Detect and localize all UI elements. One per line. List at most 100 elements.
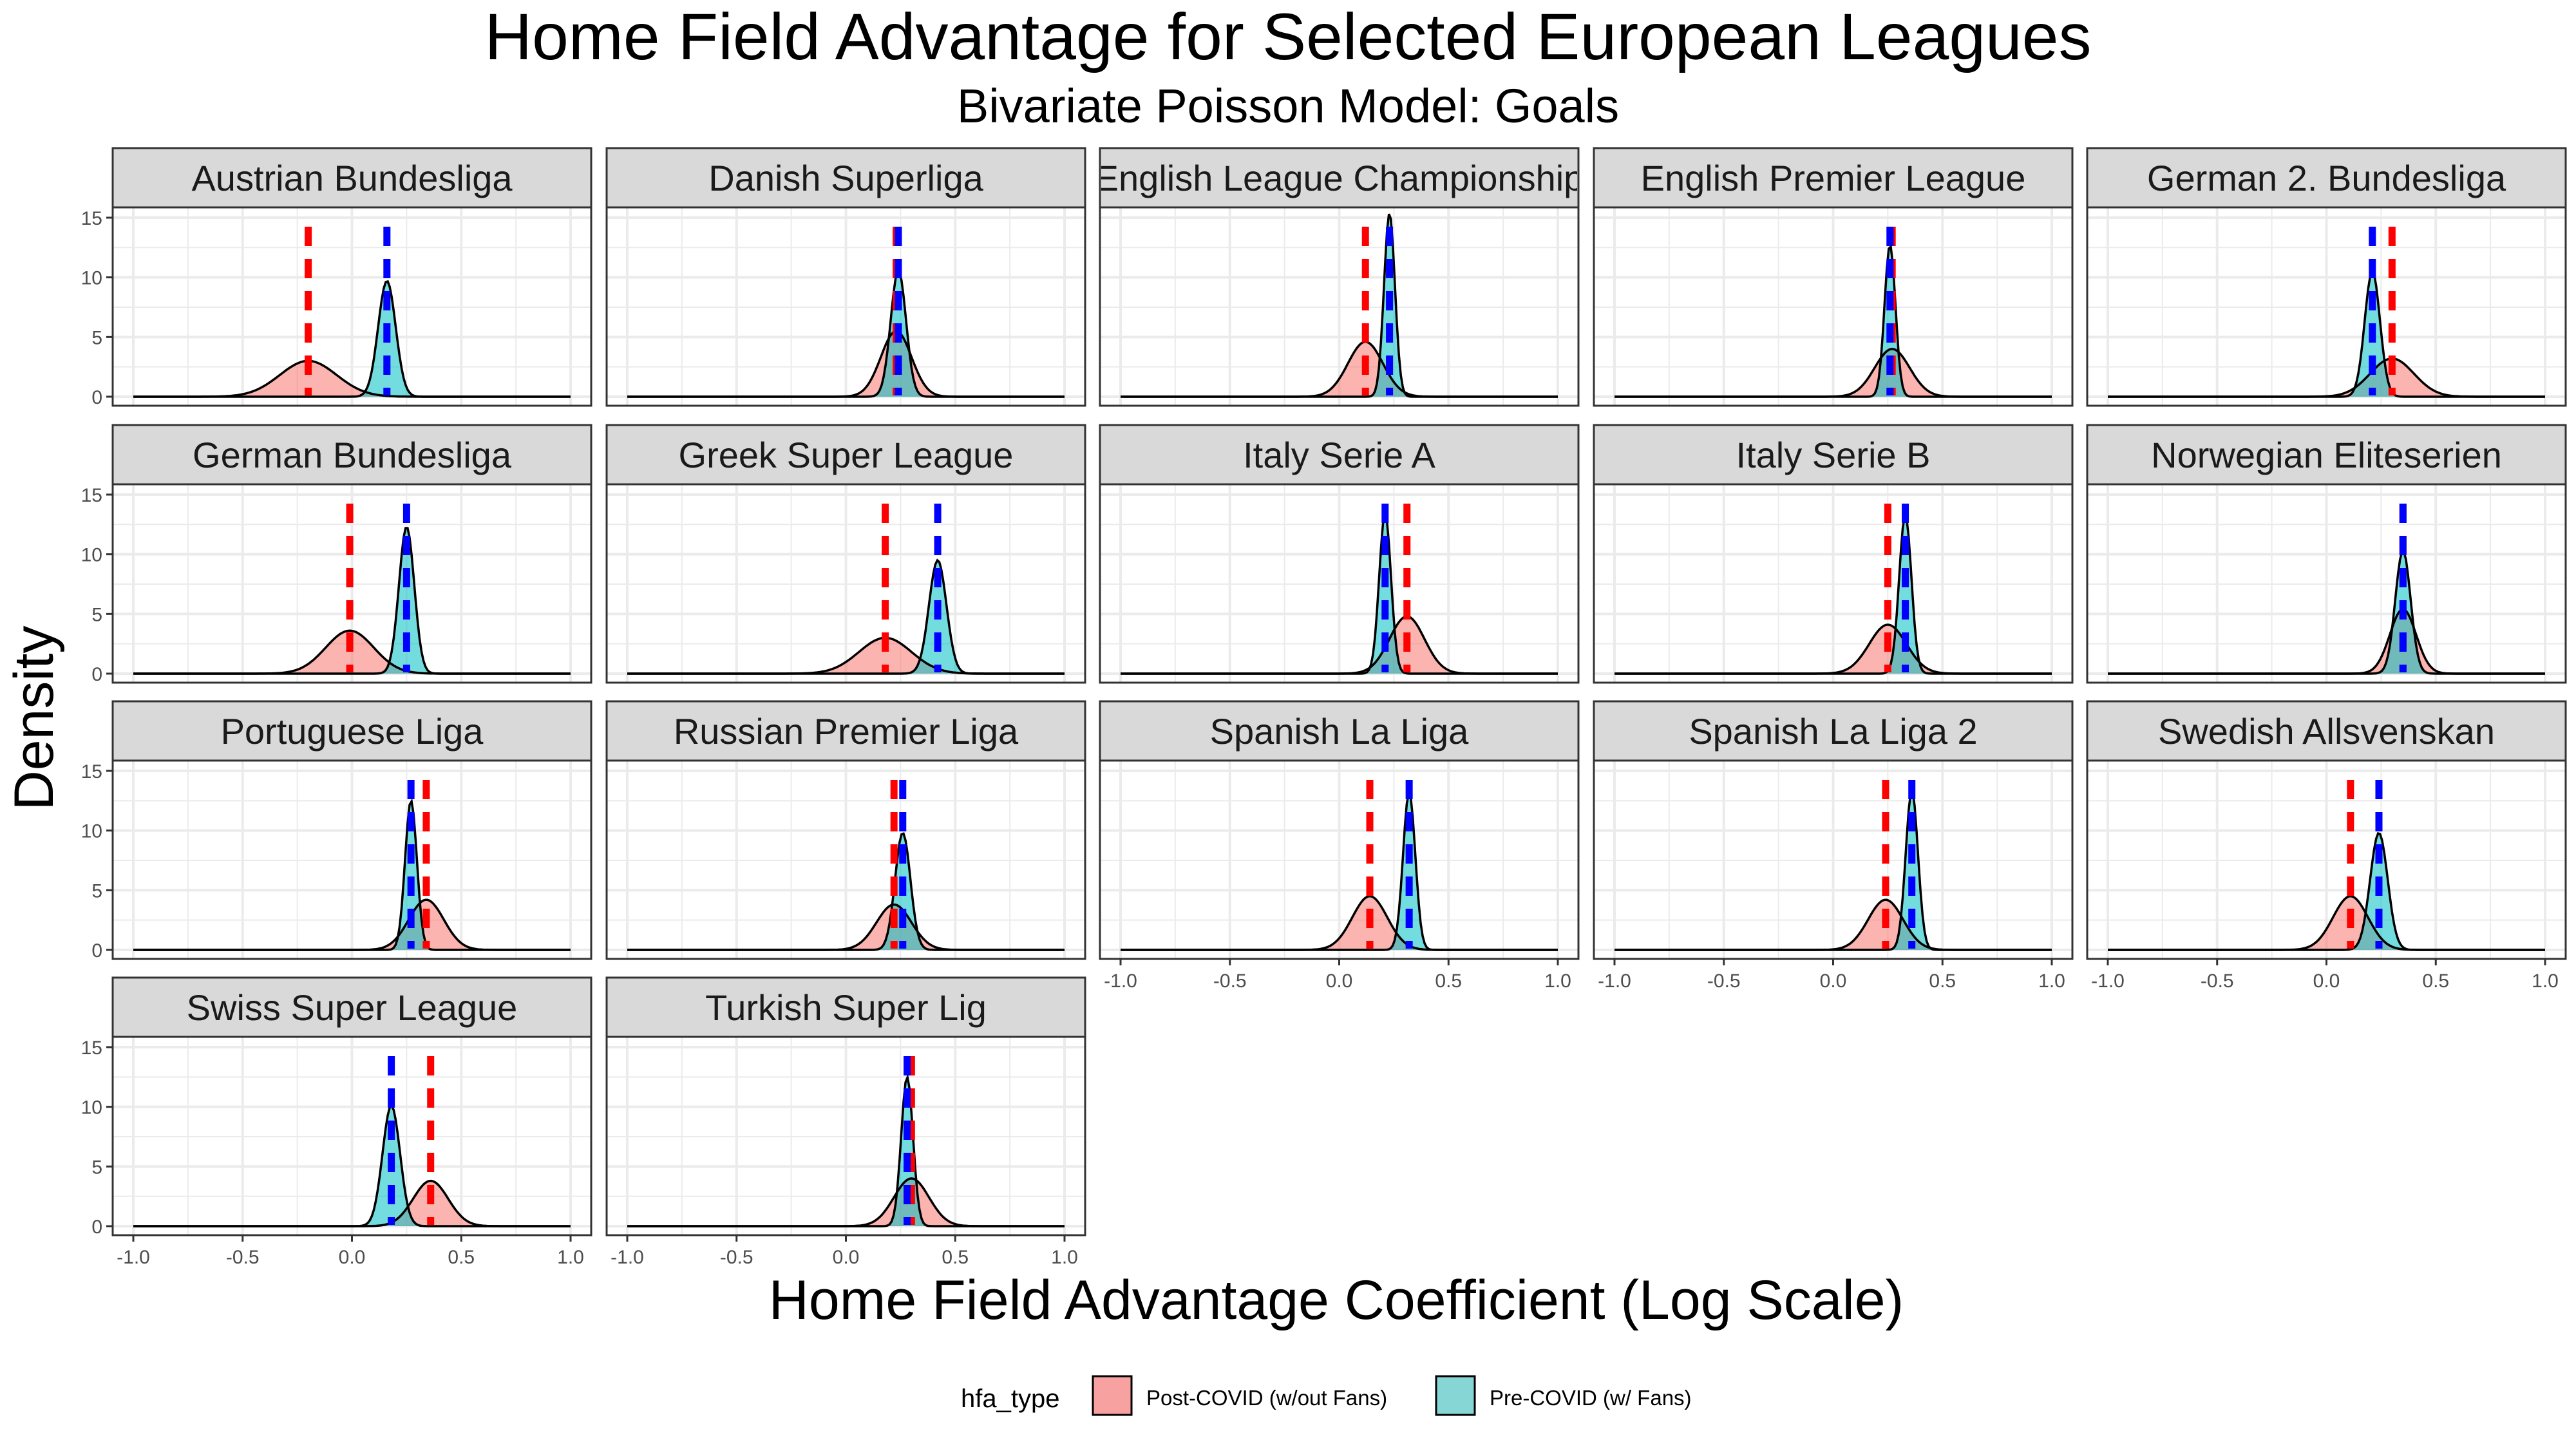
facet-strip: [605, 700, 1086, 762]
facet-label: Greek Super League: [679, 435, 1014, 475]
facet-strip: [2086, 424, 2567, 486]
panel-italy-serie-a: Italy Serie A: [1099, 424, 1580, 684]
facet-strip: [1099, 700, 1580, 762]
legend-title: hfa_type: [961, 1385, 1059, 1413]
y-tick-label: 15: [81, 1037, 102, 1059]
facet-strip: [1099, 424, 1580, 486]
facet-label: Turkish Super Lig: [705, 987, 987, 1028]
legend-item-pre-covid: Pre-COVID (w/ Fans): [1434, 1374, 1692, 1417]
facet-strip: [111, 147, 592, 209]
panel-german-bundesliga: German Bundesliga 0 5 10 15: [81, 424, 592, 685]
x-tick-label: 0.5: [942, 1247, 969, 1268]
x-tick-label: 0.5: [2422, 971, 2449, 992]
facet-strip: [1593, 700, 2074, 762]
x-tick-label: -1.0: [117, 1247, 150, 1268]
x-tick-label: 1.0: [1051, 1247, 1078, 1268]
facet-label: German Bundesliga: [193, 435, 512, 475]
facet-label: English League Championship: [1095, 158, 1584, 198]
x-tick-label: 1.0: [557, 1247, 584, 1268]
facet-strip: [605, 976, 1086, 1038]
panel-portuguese-liga: Portuguese Liga 0 5 10 15: [81, 700, 592, 961]
facet-label: English Premier League: [1641, 158, 2026, 198]
y-tick-label: 15: [81, 761, 102, 782]
post-covid-density-area: [627, 638, 1065, 674]
y-tick-label: 15: [81, 485, 102, 506]
pre-covid-density-line: [133, 527, 571, 675]
x-tick-label: -1.0: [611, 1247, 644, 1268]
facet-label: Austrian Bundesliga: [191, 158, 513, 198]
panel-swedish-allsvenskan: Swedish Allsvenskan -1.0 -0.5 0.0 0.5 1.0: [2086, 700, 2567, 992]
legend-key-swatch: [1435, 1375, 1476, 1416]
facet-strip: [1593, 147, 2074, 209]
y-tick-label: 0: [91, 664, 102, 685]
panel-russian-premier-liga: Russian Premier Liga: [605, 700, 1086, 960]
facet-label: Swiss Super League: [187, 987, 518, 1028]
facet-label: Russian Premier Liga: [674, 711, 1019, 752]
y-tick-label: 5: [91, 604, 102, 625]
y-tick-label: 5: [91, 327, 102, 348]
facet-label: Portuguese Liga: [221, 711, 484, 752]
panel-danish-superliga: Danish Superliga: [605, 147, 1086, 407]
facet-strip: [2086, 147, 2567, 209]
pre-covid-density-line: [627, 558, 1065, 675]
x-tick-label: 0.0: [2313, 971, 2340, 992]
post-covid-density-area: [133, 361, 571, 397]
facet-strip: [111, 700, 592, 762]
legend-key-swatch: [1092, 1375, 1133, 1416]
y-tick-label: 0: [91, 1217, 102, 1238]
panel-greek-super-league: Greek Super League: [605, 424, 1086, 684]
y-tick-label: 0: [91, 387, 102, 408]
pre-covid-density-line: [1615, 789, 2052, 951]
x-tick-label: -0.5: [720, 1247, 753, 1268]
facet-strip: [1593, 424, 2074, 486]
panel-german-2-bundesliga: German 2. Bundesliga: [2086, 147, 2567, 407]
post-covid-density-area: [2108, 896, 2545, 950]
post-covid-density-area: [133, 630, 571, 674]
legend-label: Pre-COVID (w/ Fans): [1490, 1386, 1692, 1410]
chart-title: Home Field Advantage for Selected Europe…: [484, 0, 2091, 73]
pre-covid-density-line: [2108, 269, 2545, 398]
x-tick-label: 0.5: [1929, 971, 1956, 992]
x-tick-label: 1.0: [2532, 971, 2559, 992]
x-tick-label: -1.0: [2091, 971, 2125, 992]
pre-covid-density-line: [627, 269, 1065, 398]
y-axis-title: Density: [3, 626, 65, 811]
y-tick-label: 10: [81, 1097, 102, 1119]
facet-label: Swedish Allsvenskan: [2158, 711, 2495, 752]
y-tick-label: 5: [91, 880, 102, 902]
pre-covid-density-line: [2108, 550, 2545, 675]
x-tick-label: 0.5: [448, 1247, 475, 1268]
pre-covid-density-line: [1615, 512, 2052, 675]
pre-covid-density-line: [133, 279, 571, 398]
legend: hfa_type Post-COVID (w/out Fans) Pre-COVI…: [961, 1374, 1692, 1417]
panel-spanish-la-liga-2: Spanish La Liga 2 -1.0 -0.5 0.0 0.5 1.0: [1593, 700, 2074, 992]
x-axis-title: Home Field Advantage Coefficient (Log Sc…: [769, 1269, 1904, 1331]
x-tick-label: 1.0: [2038, 971, 2065, 992]
x-tick-label: -1.0: [1598, 971, 1631, 992]
facet-label: German 2. Bundesliga: [2147, 158, 2506, 198]
x-tick-label: 0.0: [1326, 971, 1353, 992]
facet-strip: [605, 147, 1086, 209]
x-tick-label: -0.5: [2201, 971, 2234, 992]
post-covid-density-area: [1121, 341, 1558, 397]
facet-strip: [605, 424, 1086, 486]
pre-covid-density-line: [1121, 788, 1558, 951]
facet-label: Spanish La Liga 2: [1689, 711, 1977, 752]
pre-covid-density-line: [627, 1073, 1065, 1227]
x-tick-label: -0.5: [1707, 971, 1741, 992]
facet-label: Spanish La Liga: [1210, 711, 1470, 752]
x-tick-label: 0.0: [1820, 971, 1847, 992]
pre-covid-density-line: [1121, 213, 1558, 398]
facet-label: Italy Serie B: [1736, 435, 1931, 475]
legend-label: Post-COVID (w/out Fans): [1146, 1386, 1387, 1410]
pre-covid-density-line: [1615, 244, 2052, 398]
y-tick-label: 5: [91, 1157, 102, 1178]
pre-covid-density-line: [627, 832, 1065, 951]
facet-label: Italy Serie A: [1243, 435, 1435, 475]
x-tick-label: 0.0: [339, 1247, 366, 1268]
y-tick-label: 10: [81, 545, 102, 566]
facet-label: Norwegian Eliteserien: [2151, 435, 2502, 475]
pre-covid-density-line: [2108, 831, 2545, 951]
